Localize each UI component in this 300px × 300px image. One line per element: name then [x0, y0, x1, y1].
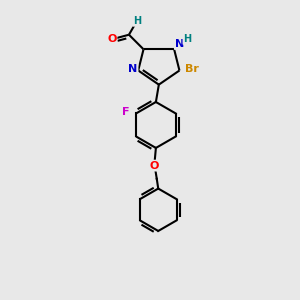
- Text: H: H: [183, 34, 191, 44]
- Text: O: O: [150, 160, 159, 171]
- Text: H: H: [133, 16, 141, 26]
- Text: F: F: [122, 107, 129, 117]
- Text: O: O: [107, 34, 116, 44]
- Text: Br: Br: [185, 64, 199, 74]
- Text: N: N: [128, 64, 137, 74]
- Text: N: N: [175, 39, 184, 49]
